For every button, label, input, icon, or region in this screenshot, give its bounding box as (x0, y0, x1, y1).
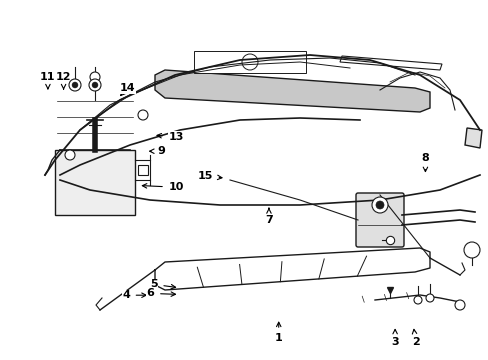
FancyBboxPatch shape (194, 51, 305, 73)
Circle shape (89, 79, 101, 91)
Text: 13: 13 (157, 132, 183, 142)
Polygon shape (339, 56, 441, 70)
Circle shape (371, 197, 387, 213)
Circle shape (425, 294, 433, 302)
Text: 5: 5 (150, 279, 175, 289)
Circle shape (138, 110, 148, 120)
Circle shape (454, 300, 464, 310)
Text: 2: 2 (411, 329, 419, 347)
Circle shape (72, 82, 78, 88)
Circle shape (65, 150, 75, 160)
Circle shape (92, 82, 98, 88)
Text: 15: 15 (197, 171, 222, 181)
Circle shape (90, 72, 100, 82)
Text: 3: 3 (390, 329, 398, 347)
Circle shape (242, 54, 258, 70)
Polygon shape (464, 128, 481, 148)
Circle shape (463, 242, 479, 258)
Text: 14: 14 (119, 83, 135, 95)
Text: 10: 10 (142, 182, 183, 192)
Polygon shape (155, 70, 429, 112)
Circle shape (413, 296, 421, 304)
Text: 7: 7 (264, 208, 272, 225)
FancyBboxPatch shape (355, 193, 403, 247)
FancyBboxPatch shape (55, 150, 135, 215)
Text: 9: 9 (149, 146, 165, 156)
Text: 4: 4 (122, 290, 146, 300)
Circle shape (375, 201, 383, 209)
Text: 1: 1 (274, 322, 282, 343)
Text: 8: 8 (421, 153, 428, 172)
Text: 11: 11 (40, 72, 56, 89)
Circle shape (69, 79, 81, 91)
Text: 6: 6 (146, 288, 175, 298)
Text: 12: 12 (56, 72, 71, 89)
